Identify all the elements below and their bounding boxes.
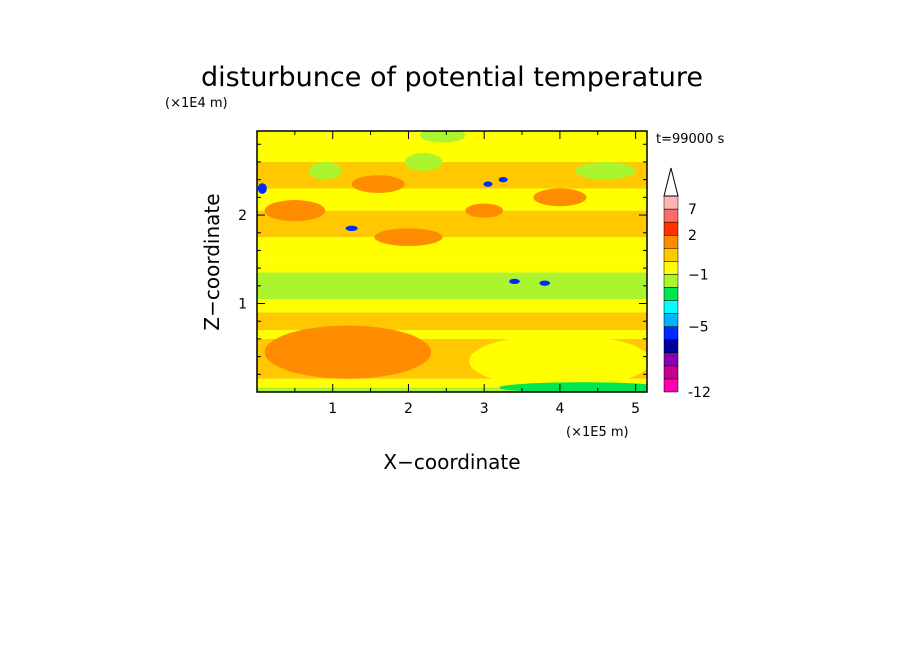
- colorbar-segment: [663, 339, 679, 354]
- heatmap-feature: [264, 325, 432, 379]
- heatmap-feature: [575, 161, 636, 180]
- x-tick-label: 4: [555, 401, 564, 417]
- heatmap-feature: [498, 177, 508, 183]
- colorbar-segment: [663, 208, 679, 223]
- y-unit-label: (×1E4 m): [165, 96, 228, 111]
- x-tick-label: 5: [631, 401, 640, 417]
- y-tick-label: 2: [238, 208, 247, 224]
- colorbar-segment: [663, 248, 679, 262]
- axis-ticks: 1 2 3 4 5 1 2: [238, 131, 647, 417]
- heatmap-feature: [499, 382, 647, 392]
- colorbar-segment: [663, 274, 679, 288]
- heatmap-band: [257, 312, 647, 331]
- heatmap-feature: [483, 181, 493, 187]
- heatmap-band: [257, 299, 647, 313]
- colorbar-extend-arrow: [663, 167, 679, 197]
- heatmap-feature: [469, 334, 647, 388]
- x-axis-label: X−coordinate: [383, 450, 520, 474]
- heatmap-feature: [257, 183, 267, 194]
- colorbar-tick-label: −5: [688, 320, 709, 336]
- x-tick-label: 2: [404, 401, 413, 417]
- colorbar-segment: [663, 221, 679, 236]
- heatmap-feature: [465, 203, 504, 218]
- heatmap-band: [257, 259, 647, 273]
- heatmap-band: [257, 378, 647, 388]
- heatmap-feature: [374, 228, 443, 247]
- colorbar-tick-label: −1: [688, 267, 709, 283]
- heatmap-layer: [257, 131, 647, 392]
- heatmap-feature: [539, 280, 551, 286]
- x-unit-label: (×1E5 m): [566, 425, 629, 440]
- colorbar-segment: [663, 195, 679, 210]
- heatmap-feature: [533, 188, 587, 207]
- heatmap-feature: [509, 278, 520, 285]
- colorbar-tick-label: 2: [688, 228, 697, 244]
- colorbar-segment: [663, 378, 679, 393]
- colorbar-segment: [663, 261, 679, 275]
- heatmap-feature: [308, 161, 342, 180]
- colorbar-segment: [663, 352, 679, 367]
- y-tick-label: 1: [238, 297, 247, 313]
- heatmap-band: [257, 387, 647, 392]
- colorbar-segment: [663, 234, 679, 249]
- y-axis-label: Z−coordinate: [200, 193, 224, 330]
- chart-title: disturbunce of potential temperature: [201, 62, 703, 93]
- plot-frame: [256, 130, 648, 393]
- colorbar-segment: [663, 365, 679, 380]
- x-tick-label: 3: [480, 401, 489, 417]
- colorbar-segment: [663, 287, 679, 301]
- heatmap-feature: [351, 175, 405, 193]
- colorbar-segment: [663, 300, 679, 314]
- colorbar-segment: [663, 313, 679, 327]
- colorbar-tick-label: 7: [688, 202, 697, 218]
- colorbar-segment: [663, 326, 679, 340]
- heatmap-feature: [264, 200, 326, 222]
- heatmap-feature: [404, 153, 443, 171]
- heatmap-feature: [419, 131, 466, 143]
- heatmap-band: [257, 330, 647, 339]
- heatmap-feature: [345, 225, 358, 231]
- colorbar: -12 −5 −1 2 7: [663, 167, 711, 401]
- x-tick-label: 1: [328, 401, 337, 417]
- heatmap-band: [257, 272, 647, 300]
- colorbar-tick-label: -12: [688, 385, 711, 401]
- heatmap-band: [257, 237, 647, 260]
- time-label: t=99000 s: [656, 132, 724, 147]
